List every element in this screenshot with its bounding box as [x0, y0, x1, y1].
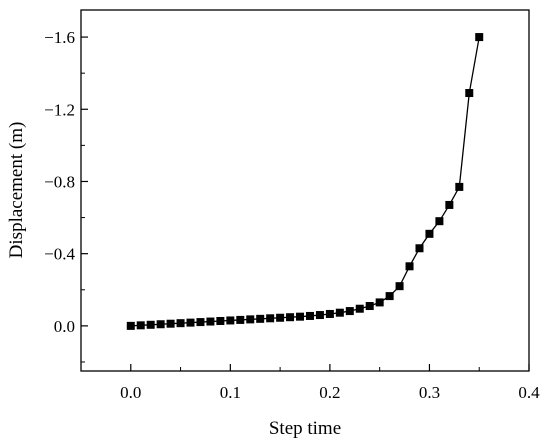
- y-tick-label: −0.8: [44, 172, 75, 191]
- y-tick-label: −0.4: [44, 245, 75, 264]
- data-point: [455, 182, 464, 191]
- y-tick-label: 0.0: [54, 317, 75, 336]
- data-point: [126, 321, 135, 330]
- data-point: [325, 309, 334, 318]
- data-point: [345, 307, 354, 316]
- data-point: [166, 319, 175, 328]
- data-point: [465, 89, 474, 98]
- plot-frame: [80, 9, 530, 372]
- data-point: [395, 282, 404, 291]
- x-axis-ticks: 0.0 0.1 0.2 0.3 0.4: [80, 364, 540, 402]
- x-tick-label: 0.1: [220, 383, 241, 402]
- data-point: [405, 262, 414, 271]
- data-point: [276, 313, 285, 322]
- data-point: [256, 314, 265, 323]
- y-axis-ticks: 0.0 −0.4 −0.8 −1.2 −1.6: [44, 28, 88, 363]
- data-point: [355, 304, 364, 313]
- data-point: [176, 319, 185, 328]
- data-point: [226, 316, 235, 325]
- data-point: [365, 302, 374, 311]
- data-point: [206, 317, 215, 326]
- x-tick-label: 0.2: [319, 383, 340, 402]
- data-point: [216, 317, 225, 326]
- data-point: [196, 318, 205, 327]
- x-tick-label: 0.4: [518, 383, 540, 402]
- data-point: [305, 311, 314, 320]
- x-tick-label: 0.3: [419, 383, 440, 402]
- y-tick-label: −1.6: [44, 28, 75, 47]
- data-point: [286, 313, 295, 322]
- series-line: [130, 36, 480, 327]
- data-point: [296, 312, 305, 321]
- data-point: [475, 33, 484, 42]
- x-axis-label: Step time: [269, 418, 341, 439]
- data-point: [236, 315, 245, 324]
- data-point: [445, 200, 454, 209]
- y-axis-label: Displacement (m): [6, 122, 27, 259]
- data-point: [435, 217, 444, 226]
- data-point: [415, 244, 424, 253]
- data-point: [335, 308, 344, 317]
- y-tick-label: −1.2: [44, 100, 75, 119]
- data-point: [385, 292, 394, 301]
- data-point: [156, 320, 165, 329]
- data-point: [425, 229, 434, 238]
- data-point: [186, 318, 195, 327]
- data-point: [315, 311, 324, 320]
- data-point: [136, 321, 145, 330]
- data-point: [146, 320, 155, 329]
- x-tick-label: 0.0: [120, 383, 141, 402]
- data-point: [246, 315, 255, 324]
- series-layer: [126, 33, 484, 330]
- data-point: [266, 314, 275, 323]
- data-point: [375, 298, 384, 307]
